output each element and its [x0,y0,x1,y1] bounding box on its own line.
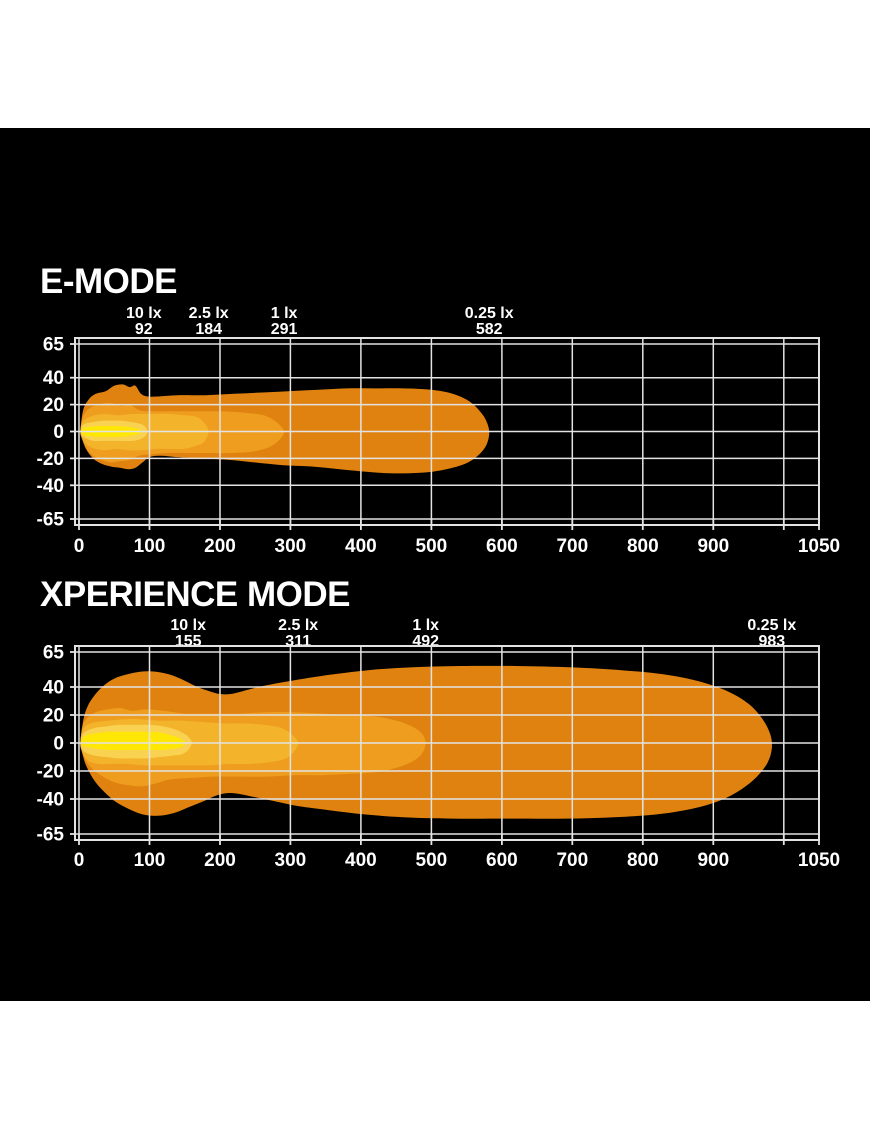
annotation-distance-value: 92 [135,321,153,338]
y-tick-label: -65 [37,510,65,531]
annotation-lux-label: 2.5 lx [278,617,318,634]
x-tick-label: 1050 [798,850,840,871]
x-tick-label: 0 [74,850,85,871]
annotation-lux-label: 1 lx [412,617,439,634]
x-tick-label: 100 [134,536,166,557]
annotation-distance-value: 983 [758,633,785,650]
annotation-distance-value: 311 [285,633,311,650]
x-tick-label: 600 [486,850,518,871]
y-tick-label: -40 [37,476,64,497]
annotation-lux-label: 10 lx [126,305,162,322]
annotation-distance-value: 291 [271,321,298,338]
y-tick-label: 20 [43,395,64,416]
annotation-lux-label: 10 lx [170,617,206,634]
y-tick-label: 0 [53,734,64,755]
y-tick-label: 65 [43,643,65,664]
y-tick-label: 0 [53,422,64,443]
annotation-distance-value: 155 [175,633,202,650]
y-tick-label: 40 [43,678,64,699]
annotation-lux-label: 1 lx [271,305,298,322]
x-tick-label: 0 [74,536,85,557]
x-tick-label: 400 [345,536,377,557]
y-tick-label: 65 [43,335,65,356]
x-tick-label: 800 [627,850,659,871]
annotation-distance-value: 582 [476,321,503,338]
annotation-distance-value: 492 [412,633,439,650]
chart-title: XPERIENCE MODE [40,575,350,614]
x-tick-label: 200 [204,850,236,871]
x-tick-label: 1050 [798,536,840,557]
x-tick-label: 700 [556,536,588,557]
y-tick-label: 40 [43,368,64,389]
x-tick-label: 500 [416,850,448,871]
x-tick-label: 900 [697,536,729,557]
x-tick-label: 300 [275,536,307,557]
x-tick-label: 400 [345,850,377,871]
x-tick-label: 300 [275,850,307,871]
annotation-lux-label: 0.25 lx [747,617,796,634]
x-tick-label: 500 [416,536,448,557]
y-tick-label: 20 [43,706,64,727]
x-tick-label: 600 [486,536,518,557]
annotation-lux-label: 0.25 lx [465,305,514,322]
annotation-lux-label: 2.5 lx [189,305,229,322]
beam-hotspot-core [81,731,185,751]
y-tick-label: -40 [37,790,64,811]
x-tick-label: 800 [627,536,659,557]
y-tick-label: -20 [37,762,64,783]
chart-title: E-MODE [40,262,177,301]
annotation-distance-value: 184 [195,321,222,338]
x-tick-label: 200 [204,536,236,557]
y-tick-label: -65 [37,825,65,846]
x-tick-label: 700 [556,850,588,871]
black-panel [0,128,870,1001]
x-tick-label: 100 [134,850,166,871]
x-tick-label: 900 [697,850,729,871]
y-tick-label: -20 [37,449,64,470]
